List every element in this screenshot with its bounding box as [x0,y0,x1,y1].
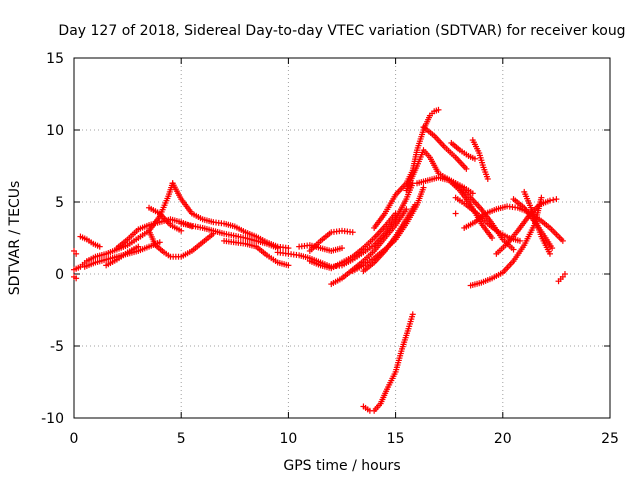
data-point [420,184,427,191]
data-point [549,245,556,252]
series-track-1 [71,180,176,273]
y-tick-label: -5 [50,339,64,355]
data-point [553,196,560,203]
grid-lines [74,58,610,418]
series-track-13 [306,227,356,254]
data-point [409,311,416,318]
y-tick-label: 15 [46,51,64,67]
series-outlier-1 [452,210,459,217]
data-point [452,210,459,217]
data-point [156,239,163,246]
data-point [411,201,418,208]
series-track-30 [510,196,556,252]
y-tick-label: -10 [41,411,64,427]
plot-frame [73,57,611,419]
data-point [403,206,410,213]
series-track-2 [169,180,292,252]
series-track-7 [146,227,217,260]
data-point [538,194,545,201]
data-point [285,262,292,269]
data-point [178,227,185,234]
y-tick-label: 10 [46,123,64,139]
series-track-33 [71,247,80,257]
series-track-25 [469,137,491,182]
x-axis-label: GPS time / hours [283,458,400,474]
data-point [73,250,80,257]
data-point [73,275,80,282]
data-points [71,106,568,414]
series-track-12 [296,242,345,254]
series-track-6 [113,216,195,252]
data-point [561,271,568,277]
data-point [516,237,523,244]
series-track-32 [555,271,568,285]
series-track-21 [414,174,517,253]
series-track-9 [178,220,281,252]
data-point [559,237,566,244]
series-track-34 [71,273,80,282]
series-track-22 [420,124,470,172]
series-track-23 [439,173,476,197]
x-tick-label: 0 [70,431,79,447]
data-point [435,106,442,113]
series-track-3 [77,233,103,250]
series-track-14 [306,210,399,272]
data-point [484,175,491,182]
y-tick-label: 0 [55,267,64,283]
x-tick-label: 15 [387,431,405,447]
data-point [463,165,470,172]
data-point [469,190,476,197]
chart-title: Day 127 of 2018, Sidereal Day-to-day VTE… [58,23,625,39]
data-point [471,155,478,162]
data-point [392,210,399,217]
axis-ticks: 0 5 10 15 20 25 -10 -5 0 5 10 15 [41,51,619,447]
data-point [285,245,292,252]
series-track-24 [448,139,478,162]
series-track-18 [360,311,416,414]
data-point [489,235,496,241]
series-track-10 [221,237,292,269]
data-point [135,243,142,250]
data-point [339,245,345,252]
series-track-15 [328,206,410,288]
data-point [510,246,517,253]
series-track-5 [103,243,142,269]
data-point [546,250,553,257]
x-tick-label: 10 [279,431,297,447]
series-track-11 [274,180,416,270]
x-tick-label: 25 [601,431,619,447]
y-tick-label: 5 [55,195,64,211]
series-track-17 [360,201,418,275]
series-track-31 [521,188,553,257]
y-axis-label: SDTVAR / TECUs [7,181,23,296]
x-tick-label: 5 [177,431,186,447]
x-tick-label: 20 [494,431,512,447]
data-point [96,243,103,250]
data-point [349,229,356,236]
series-track-19 [371,106,442,231]
data-point [550,196,557,203]
series-track-8 [146,204,185,234]
data-point [546,197,553,204]
